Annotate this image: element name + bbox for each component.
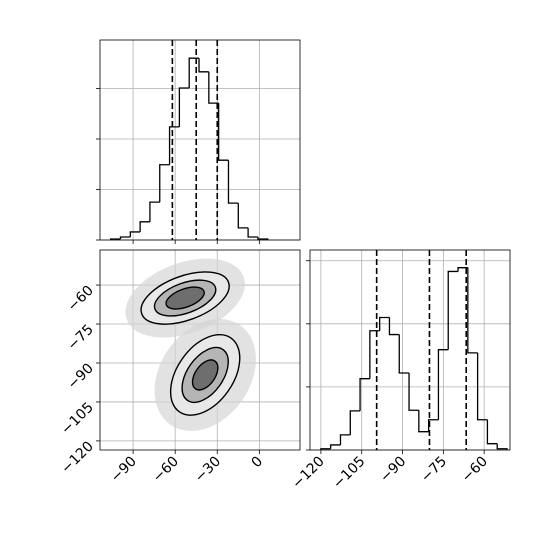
histogram-step [457,267,468,272]
x-tick-label: −60 [459,454,491,486]
histogram-step [369,330,380,379]
histogram-step [168,126,180,165]
histogram-step [418,410,429,433]
histogram-step [227,160,239,204]
histogram-step [208,71,219,104]
histogram-step [188,57,200,88]
axes-frame [99,39,301,241]
histogram-step [330,444,341,449]
histogram-step [339,434,351,445]
contour [165,286,205,310]
histogram-step [467,267,478,354]
y-tick-label: −75 [65,322,97,354]
panel: −90 −60 −30 0 −60 −75 −90 −105−120 [58,249,301,486]
panel [96,39,301,244]
x-tick-label: −30 [192,454,224,486]
histogram-step [379,316,390,331]
x-tick-label: −90 [108,454,140,486]
y-tick-label: −90 [65,361,97,393]
histogram-step [198,58,209,73]
x-tick-label: 0 [249,454,267,472]
histogram-step [496,443,508,450]
x-tick-label: −120 [289,454,328,493]
y-tick-label: −60 [65,283,97,315]
histogram-step [359,378,370,411]
x-tick-label: −75 [418,454,450,486]
histogram-step [257,236,269,240]
histogram-step [476,352,488,421]
x-tick-label: −105 [330,454,369,493]
axes-frame [99,249,301,451]
histogram-step [486,419,498,445]
histogram-step [447,270,459,350]
panel: −120 −105 −90 −75 −60 [289,249,511,493]
axes-frame [309,249,511,451]
histogram-step [159,164,170,203]
histogram-step [408,373,419,411]
histogram-step [398,334,410,374]
x-tick-label: −60 [150,454,182,486]
histogram-step [149,201,160,222]
histogram-step [237,203,249,229]
histogram-step [349,410,361,435]
histogram-step [437,349,449,420]
histogram-step [139,221,150,232]
histogram-step [178,87,190,127]
histogram-step [320,448,331,450]
histogram-step [427,419,439,432]
histogram-step [247,227,258,238]
histogram-step [129,231,141,237]
y-tick-label: −120 [58,438,97,477]
histogram-step [119,236,131,239]
histogram-step [218,103,229,161]
x-tick-label: −90 [377,454,409,486]
y-tick-label: −105 [58,399,97,438]
contour [191,359,219,391]
histogram-step [388,317,400,336]
